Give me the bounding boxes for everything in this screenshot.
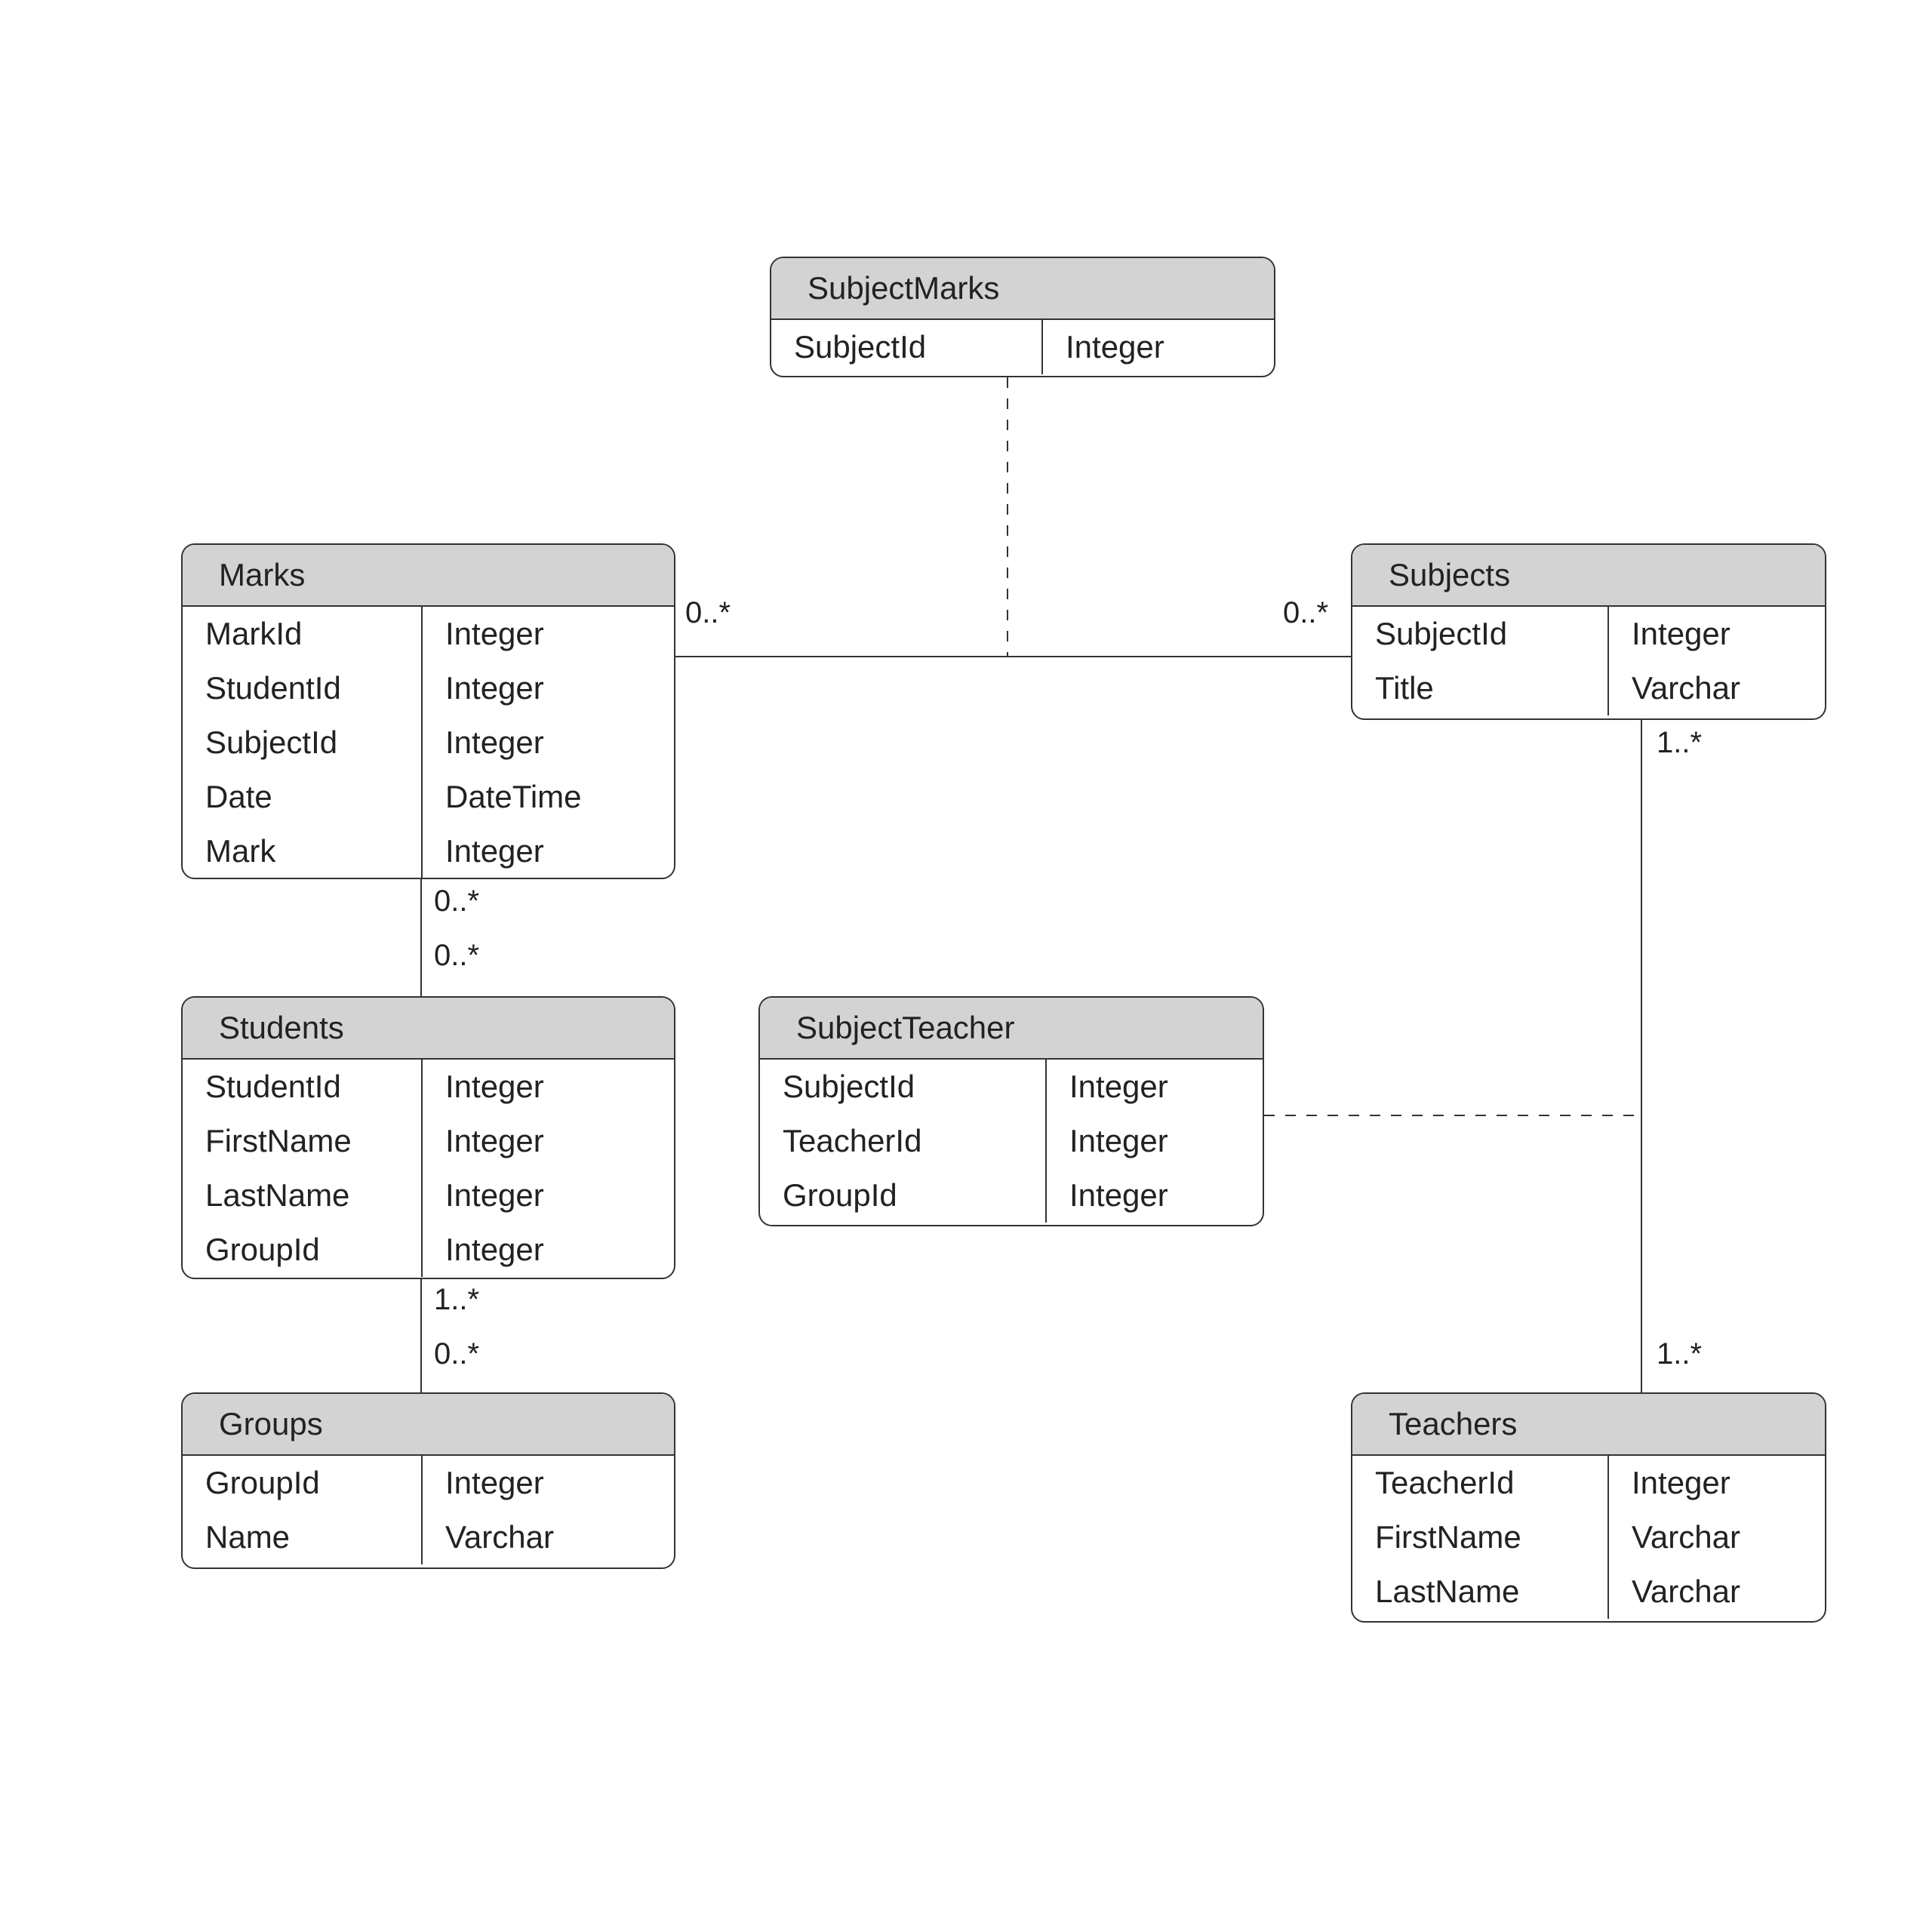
entity-title: Marks: [183, 545, 674, 607]
entity-teachers: TeachersTeacherIdIntegerFirstNameVarchar…: [1351, 1392, 1826, 1623]
multiplicity-label: 1..*: [1657, 726, 1702, 760]
field-type: Integer: [1609, 1456, 1825, 1510]
field-type: Varchar: [1609, 1564, 1825, 1619]
field-name: LastName: [1352, 1564, 1609, 1619]
entity-title: SubjectTeacher: [760, 998, 1263, 1060]
field-name: SubjectId: [771, 320, 1043, 374]
field-type: Integer: [423, 1060, 674, 1114]
entity-field-row: MarkIdInteger: [183, 607, 674, 661]
field-name: Title: [1352, 661, 1609, 715]
field-type: Varchar: [1609, 1510, 1825, 1564]
entity-field-row: LastNameInteger: [183, 1168, 674, 1223]
field-name: SubjectId: [183, 715, 423, 770]
entity-title: Teachers: [1352, 1394, 1825, 1456]
multiplicity-label: 1..*: [1657, 1337, 1702, 1371]
field-type: Integer: [1047, 1168, 1263, 1223]
field-type: Integer: [1609, 607, 1825, 661]
field-type: Integer: [423, 1223, 674, 1277]
field-name: TeacherId: [1352, 1456, 1609, 1510]
entity-title: Groups: [183, 1394, 674, 1456]
entity-subjectMarks: SubjectMarksSubjectIdInteger: [770, 257, 1275, 377]
entity-field-row: SubjectIdInteger: [760, 1060, 1263, 1114]
entity-field-row: StudentIdInteger: [183, 1060, 674, 1114]
entity-field-row: StudentIdInteger: [183, 661, 674, 715]
field-name: Name: [183, 1510, 423, 1564]
entity-field-row: SubjectIdInteger: [183, 715, 674, 770]
field-name: StudentId: [183, 661, 423, 715]
entity-students: StudentsStudentIdIntegerFirstNameInteger…: [181, 996, 675, 1279]
entity-subjects: SubjectsSubjectIdIntegerTitleVarchar: [1351, 543, 1826, 720]
field-type: DateTime: [423, 770, 674, 824]
field-type: Varchar: [1609, 661, 1825, 715]
entity-title: Subjects: [1352, 545, 1825, 607]
entity-field-row: FirstNameVarchar: [1352, 1510, 1825, 1564]
entity-groups: GroupsGroupIdIntegerNameVarchar: [181, 1392, 675, 1569]
field-type: Integer: [1047, 1114, 1263, 1168]
entity-field-row: GroupIdInteger: [183, 1223, 674, 1277]
field-name: LastName: [183, 1168, 423, 1223]
field-type: Integer: [423, 607, 674, 661]
field-type: Integer: [423, 1168, 674, 1223]
field-name: Date: [183, 770, 423, 824]
er-diagram-canvas: SubjectMarksSubjectIdIntegerMarksMarkIdI…: [0, 0, 1932, 1932]
field-name: StudentId: [183, 1060, 423, 1114]
entity-field-row: LastNameVarchar: [1352, 1564, 1825, 1619]
entity-field-row: TeacherIdInteger: [1352, 1456, 1825, 1510]
multiplicity-label: 0..*: [1283, 596, 1328, 630]
entity-field-row: GroupIdInteger: [183, 1456, 674, 1510]
field-type: Varchar: [423, 1510, 674, 1564]
field-name: SubjectId: [1352, 607, 1609, 661]
field-name: Mark: [183, 824, 423, 878]
entity-title: SubjectMarks: [771, 258, 1274, 320]
multiplicity-label: 0..*: [434, 1337, 479, 1371]
field-type: Integer: [423, 1456, 674, 1510]
field-name: GroupId: [183, 1223, 423, 1277]
entity-field-row: SubjectIdInteger: [771, 320, 1274, 374]
entity-field-row: DateDateTime: [183, 770, 674, 824]
field-type: Integer: [1047, 1060, 1263, 1114]
field-type: Integer: [423, 715, 674, 770]
entity-field-row: TitleVarchar: [1352, 661, 1825, 715]
field-name: TeacherId: [760, 1114, 1047, 1168]
entity-title: Students: [183, 998, 674, 1060]
multiplicity-label: 0..*: [685, 596, 731, 630]
field-name: GroupId: [760, 1168, 1047, 1223]
field-name: MarkId: [183, 607, 423, 661]
field-name: FirstName: [183, 1114, 423, 1168]
field-type: Integer: [423, 824, 674, 878]
entity-field-row: GroupIdInteger: [760, 1168, 1263, 1223]
entity-marks: MarksMarkIdIntegerStudentIdIntegerSubjec…: [181, 543, 675, 879]
entity-field-row: NameVarchar: [183, 1510, 674, 1564]
field-name: SubjectId: [760, 1060, 1047, 1114]
entity-field-row: SubjectIdInteger: [1352, 607, 1825, 661]
entity-field-row: FirstNameInteger: [183, 1114, 674, 1168]
multiplicity-label: 0..*: [434, 939, 479, 973]
field-type: Integer: [1043, 320, 1274, 374]
field-name: GroupId: [183, 1456, 423, 1510]
multiplicity-label: 1..*: [434, 1283, 479, 1317]
entity-subjectTeacher: SubjectTeacherSubjectIdIntegerTeacherIdI…: [758, 996, 1264, 1226]
field-type: Integer: [423, 661, 674, 715]
field-type: Integer: [423, 1114, 674, 1168]
multiplicity-label: 0..*: [434, 884, 479, 918]
entity-field-row: MarkInteger: [183, 824, 674, 878]
entity-field-row: TeacherIdInteger: [760, 1114, 1263, 1168]
field-name: FirstName: [1352, 1510, 1609, 1564]
